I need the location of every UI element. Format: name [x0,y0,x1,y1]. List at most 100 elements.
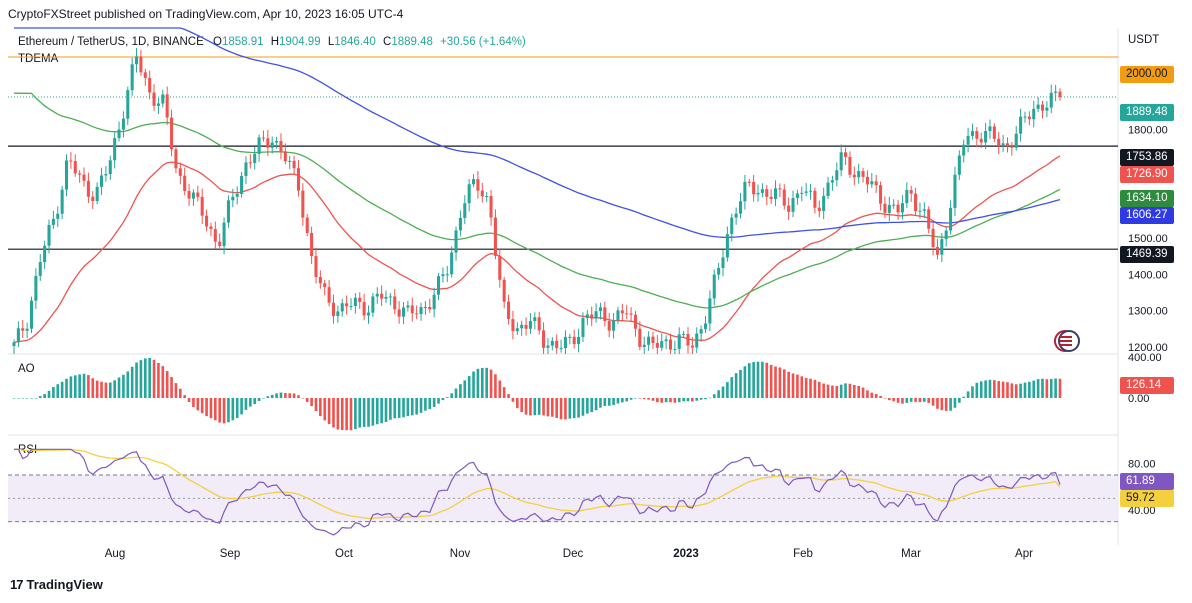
ao-bar [467,376,471,398]
ao-bar [463,380,467,398]
candle-body [436,276,441,295]
ao-bar [1049,378,1053,398]
candle-body [349,306,353,308]
candle-body [852,174,856,178]
candle-body [305,217,309,233]
candle-body [979,138,983,143]
candle-body [64,160,69,190]
candle-body [187,190,191,199]
ao-bar [336,398,340,430]
ao-bar [257,398,261,401]
candle-body [183,175,187,191]
candle-body [257,137,261,154]
ao-bar [91,378,95,398]
candle-body [301,190,305,218]
tradingview-footer[interactable]: 17 TradingView [10,577,103,592]
ao-bar [966,391,970,398]
symbol-legend[interactable]: Ethereum / TetherUS, 1D, BINANCE O1858.9… [18,36,526,48]
ao-bar [231,398,235,421]
indicator-title[interactable]: TDEMA [18,53,59,65]
candle-body [914,193,918,212]
ao-bar [931,398,935,406]
candle-body [511,319,515,332]
candle-body [340,303,344,312]
ao-bar [866,390,869,398]
ao-bar [791,373,795,398]
candle-body [900,203,904,213]
candle-body [323,283,327,288]
rsi-tick-label: 40.00 [1128,505,1156,517]
candle-body [415,313,419,315]
ao-bar [56,384,60,398]
candle-body [830,180,834,183]
rsi-tick-label: 80.00 [1128,458,1156,470]
ao-bar [691,398,694,402]
ao-bar [651,398,655,401]
ao-bar [222,398,226,424]
ao-bar [38,396,42,398]
candle-body [752,182,756,195]
ao-bar [800,376,804,398]
candle-body [493,217,497,256]
candle-body [717,267,721,275]
ao-bar [1006,382,1009,398]
ao-bar [625,398,629,402]
candle-body [441,274,445,277]
candle-body [226,200,230,223]
ao-bar [826,384,830,398]
candle-body [1010,146,1014,148]
ao-bar [616,398,620,404]
ao-bar [30,398,33,399]
candle-body [314,256,318,278]
candle-body [296,168,301,191]
ao-bar [861,387,865,398]
candle-body [743,181,747,202]
candle-body [725,234,729,258]
ao-pane-label[interactable]: AO [18,363,35,375]
ao-bar [406,398,410,417]
candle-body [826,182,830,197]
ao-bar [148,358,151,398]
candle-body [817,207,821,212]
candle-body [984,131,988,143]
ao-bar [796,374,799,398]
candle-body [292,160,296,169]
ao-bar [892,398,896,402]
candle-body [769,196,773,199]
candle-body [861,171,865,177]
ao-bar [953,398,957,408]
ema-red-badge: 1726.90 [1120,166,1174,183]
ao-bar [603,398,607,407]
ao-bar [874,394,878,398]
ao-bar [397,398,401,418]
candle-body [664,339,668,342]
candle-body [458,217,462,231]
candle-body [997,138,1001,146]
candle-body [12,342,16,347]
high-value: 1904.99 [279,36,321,48]
candle-body [86,180,90,197]
candle-body [651,336,655,343]
us-flag-icon[interactable] [1054,330,1080,352]
ao-bar [161,366,165,398]
ao-bar [249,398,252,407]
ao-bar [82,373,86,398]
ao-bar [511,398,515,402]
candle-body [791,198,795,212]
candle-body [222,222,226,247]
ao-bar [419,398,423,413]
candle-body [213,229,217,242]
candle-body [598,307,602,312]
ao-bar [717,390,720,398]
ao-bar [380,398,383,424]
open-label: O [212,36,222,48]
candle-body [1032,108,1036,120]
ao-bar [476,368,480,398]
ao-bar [747,363,751,398]
ao-bar [607,398,611,406]
candle-body [253,153,257,164]
candle-body [568,336,572,338]
ao-bar [524,398,528,415]
